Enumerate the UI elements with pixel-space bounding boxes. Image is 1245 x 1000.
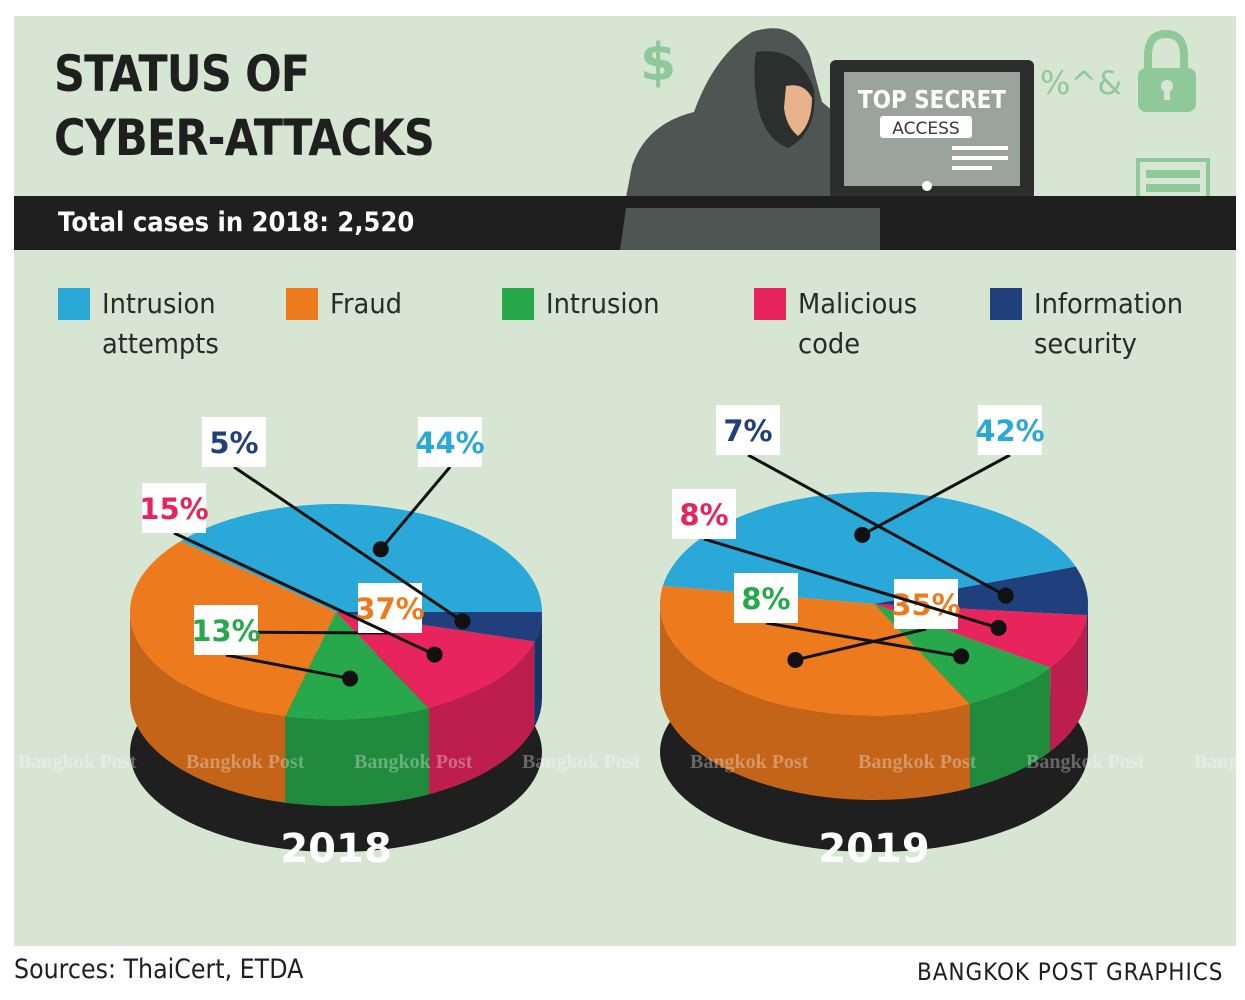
pie-side-fraud: [130, 612, 286, 803]
pie-label-information-security: 7%: [723, 414, 772, 448]
legend-label-line: attempts: [102, 327, 219, 360]
pie-label-malicious-code: 15%: [139, 492, 208, 526]
infographic-panel: $ TOP SECRET ACCESS %^&: [14, 16, 1236, 946]
pie-label-malicious-code: 8%: [679, 498, 728, 532]
callout-line-intrusion-attempts: [861, 453, 1011, 537]
pie-label-information-security: 5%: [209, 426, 258, 460]
legend-label-information-security: Information security: [1034, 284, 1218, 364]
callout-line-information-security: [233, 465, 464, 623]
pie-side-malicious-code: [1050, 615, 1087, 752]
pie-charts: 44%37%13%15%5%2018 42%35%8%8%7%2019 Bang…: [18, 405, 1236, 872]
legend-swatch-malicious-code: [754, 288, 786, 320]
legend-label-fraud: Fraud: [330, 284, 514, 324]
callout-dot-malicious-code: [990, 619, 1007, 636]
callout-line-intrusion: [225, 653, 351, 681]
pie-label-intrusion-attempts: 42%: [975, 414, 1044, 448]
pie-side-fraud: [660, 604, 971, 800]
legend-swatch-information-security: [990, 288, 1022, 320]
pie-year-label: 2019: [818, 826, 929, 872]
callout-box-fraud: [894, 579, 958, 629]
callout-box-information-security: [716, 405, 780, 455]
pie-side-intrusion: [970, 667, 1051, 789]
legend-label-line: security: [1034, 327, 1137, 360]
page-title: STATUS OF CYBER-ATTACKS: [54, 42, 435, 170]
hacker-figure: [616, 28, 884, 250]
callout-box-malicious-code: [142, 483, 206, 533]
total-cases-subtitle: Total cases in 2018: 2,520: [58, 207, 415, 238]
padlock-icon: [1138, 29, 1196, 112]
sources-footer: Sources: ThaiCert, ETDA: [14, 954, 304, 985]
screen-text: TOP SECRET: [858, 85, 1006, 114]
legend-label-intrusion-attempts: Intrusion attempts: [102, 284, 286, 364]
pie-chart-2019: 42%35%8%8%7%2019: [660, 405, 1088, 872]
pie-label-intrusion-attempts: 44%: [415, 426, 484, 460]
legend-label-malicious-code: Malicious code: [798, 284, 982, 364]
dollar-icon: $: [640, 33, 676, 93]
callout-box-intrusion-attempts: [978, 405, 1042, 455]
legend-label-line: Malicious: [798, 287, 918, 320]
callout-dot-information-security: [997, 587, 1014, 604]
callout-line-intrusion: [765, 621, 962, 658]
legend-swatch-intrusion-attempts: [58, 288, 90, 320]
screen-access-text: ACCESS: [892, 119, 959, 139]
callout-box-malicious-code: [672, 489, 736, 539]
watermark-text: Bangkok Post: [1194, 751, 1236, 773]
callout-dot-intrusion-attempts: [854, 526, 871, 543]
callout-dot-intrusion: [342, 670, 359, 687]
callout-line-information-security: [747, 453, 1007, 597]
watermark-row: Bangkok Post Bangkok Post Bangkok Post Bang…: [18, 751, 1236, 773]
callout-dot-intrusion-attempts: [372, 541, 389, 558]
legend-label-intrusion: Intrusion: [546, 284, 730, 324]
pie-slice-intrusion: [285, 612, 430, 720]
legend-label-line: code: [798, 327, 861, 360]
watermark-text: Bangkok Post: [1026, 751, 1145, 773]
pie-side-malicious-code: [429, 641, 535, 795]
pie-side-information-security: [1086, 604, 1088, 700]
legend-label-line: Fraud: [330, 287, 403, 320]
legend-swatch-intrusion: [502, 288, 534, 320]
watermark-text: Bangkok Post: [690, 751, 809, 773]
callout-dot-malicious-code: [426, 646, 443, 663]
legend-label-line: Information: [1034, 287, 1184, 320]
watermark-text: Bangkok Post: [354, 751, 473, 773]
callout-dot-information-security: [454, 613, 471, 630]
callout-dot-fraud: [787, 651, 804, 668]
pie-year-label: 2018: [280, 826, 391, 872]
callout-line-malicious-code: [703, 537, 1000, 630]
pie-chart-2018: 44% 37% 13% 15%5% 2018: [130, 417, 542, 872]
pie-label-intrusion: 13%: [191, 614, 260, 648]
callout-box-information-security: [202, 417, 266, 467]
pie-label-intrusion: 8%: [741, 582, 790, 616]
legend-label-line: Intrusion: [102, 287, 216, 320]
symbols-text: %^&: [1040, 64, 1122, 102]
title-line-2: CYBER-ATTACKS: [54, 109, 435, 167]
watermark-text: Bangkok Post: [18, 751, 137, 773]
pie-slice-intrusion-attempts: [180, 504, 542, 612]
callout-line-intrusion-attempts: [379, 466, 452, 551]
callout-box-intrusion-attempts: [418, 417, 482, 467]
callout-line-fraud: [795, 627, 927, 662]
callout-line-malicious-code: [173, 531, 436, 656]
credit-footer: BANGKOK POST GRAPHICS: [916, 958, 1223, 986]
watermark-text: Bangkok Post: [186, 751, 305, 773]
legend-label-line: Intrusion: [546, 287, 660, 320]
pie-label-fraud: 37%: [355, 592, 424, 626]
watermark-text: Bangkok Post: [522, 751, 641, 773]
callout-box-intrusion: [194, 605, 258, 655]
callout-dot-intrusion: [953, 648, 970, 665]
pie-side-intrusion: [285, 708, 430, 807]
watermark-text: Bangkok Post: [858, 751, 977, 773]
callout-box-intrusion: [734, 573, 798, 623]
title-line-1: STATUS OF: [54, 45, 310, 103]
pie-side-information-security: [534, 612, 542, 728]
legend-swatch-fraud: [286, 288, 318, 320]
